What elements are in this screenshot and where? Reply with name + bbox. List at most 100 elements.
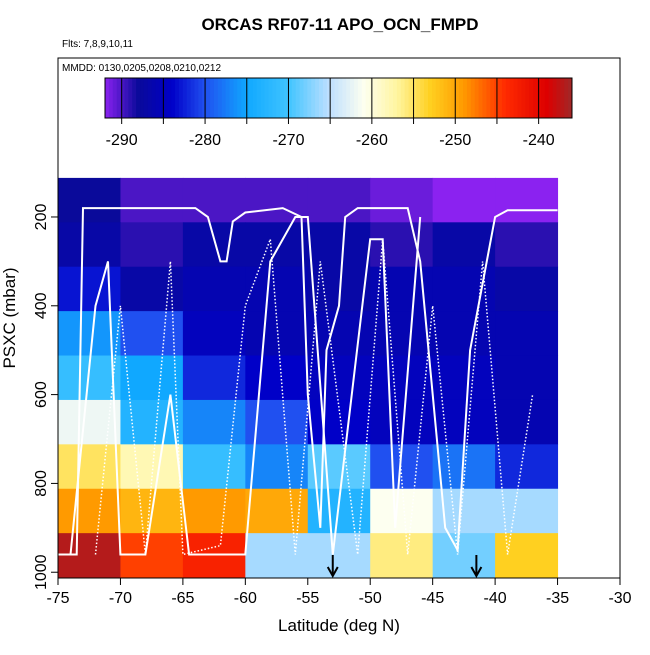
- heatmap-cell: [245, 222, 309, 268]
- colorbar-step: [237, 78, 242, 118]
- x-tick-label: -55: [296, 590, 319, 607]
- flight-track: [94, 238, 534, 556]
- x-axis-label: Latitude (deg N): [278, 616, 400, 635]
- heatmap-cell: [495, 355, 559, 401]
- heatmap-cell: [307, 177, 371, 223]
- colorbar-step: [198, 78, 203, 118]
- colorbar-step: [229, 78, 234, 118]
- colorbar-step: [466, 78, 472, 118]
- colorbar-step: [202, 78, 207, 118]
- heatmap-cell: [245, 444, 309, 490]
- colorbar-step: [284, 78, 289, 118]
- colorbar-step: [505, 78, 511, 118]
- colorbar-step: [287, 78, 293, 118]
- colorbar-step: [517, 78, 522, 118]
- colorbar-step: [182, 78, 188, 118]
- heatmap-cell: [58, 399, 121, 445]
- colorbar-frame: [104, 77, 573, 119]
- colorbar-step: [245, 78, 250, 118]
- heatmap-cell: [370, 222, 434, 268]
- heatmap-cell: [182, 444, 246, 490]
- heatmap-cell: [432, 177, 496, 223]
- colorbar-step: [276, 78, 281, 118]
- colorbar-step: [116, 78, 122, 118]
- heatmap-cell: [245, 311, 309, 357]
- heatmap-cell: [432, 355, 496, 401]
- colorbar-step: [143, 78, 149, 118]
- heatmap-cell: [432, 266, 496, 312]
- colorbar-step: [272, 78, 277, 118]
- colorbar-step: [560, 78, 565, 118]
- colorbar-step: [396, 78, 402, 118]
- heatmap-cell: [120, 444, 184, 490]
- heatmap-cell: [120, 222, 184, 268]
- colorbar-step: [175, 78, 180, 118]
- heatmap-cell: [495, 444, 559, 490]
- colorbar-step: [455, 78, 460, 118]
- heatmap-cell: [58, 266, 121, 312]
- heatmap-cell: [245, 266, 309, 312]
- annotation: MMDD: 0130,0205,0208,0210,0212: [62, 63, 221, 74]
- y-tick-label: 400: [33, 292, 50, 319]
- heatmap-cell: [58, 533, 121, 579]
- colorbar-step: [221, 78, 227, 118]
- colorbar-step: [213, 78, 219, 118]
- colorbar-step: [319, 78, 324, 118]
- heatmap-cell: [432, 222, 496, 268]
- colorbar-step: [252, 78, 258, 118]
- colorbar-step: [167, 78, 172, 118]
- colorbar-step: [210, 78, 215, 118]
- heatmap-cell: [432, 311, 496, 357]
- colorbar-step: [556, 78, 561, 118]
- heatmap: [58, 177, 559, 579]
- colorbar-step: [357, 78, 363, 118]
- colorbar-step: [186, 78, 192, 118]
- flight-track: [69, 216, 422, 556]
- x-tick-label: -75: [46, 590, 69, 607]
- heatmap-cell: [120, 533, 184, 579]
- colorbar-step: [350, 78, 355, 118]
- colorbar-step: [241, 78, 246, 118]
- y-tick-label: 1000: [33, 554, 50, 590]
- colorbar-step: [416, 78, 421, 118]
- heatmap-cell: [182, 488, 246, 534]
- flight-tracks: [58, 207, 558, 556]
- heatmap-cell: [307, 533, 371, 579]
- colorbar-step: [206, 78, 211, 118]
- colorbar-step: [447, 78, 452, 118]
- colorbar-step: [303, 78, 308, 118]
- colorbar-tick-label: -270: [272, 132, 304, 149]
- colorbar-step: [478, 78, 483, 118]
- colorbar-step: [354, 78, 359, 118]
- colorbar-step: [494, 78, 499, 118]
- heatmap-cell: [495, 222, 559, 268]
- heatmap-cell: [495, 177, 559, 223]
- colorbar-step: [105, 78, 110, 118]
- colorbar-step: [525, 78, 530, 118]
- colorbar-step: [443, 78, 448, 118]
- colorbar-step: [326, 78, 332, 118]
- colorbar-step: [392, 78, 398, 118]
- heatmap-cell: [307, 222, 371, 268]
- colorbar-step: [315, 78, 320, 118]
- colorbar-step: [159, 78, 164, 118]
- colorbar: -290 -280 -270 -260 -250 -240: [104, 77, 573, 149]
- colorbar-step: [533, 78, 538, 118]
- colorbar-step: [233, 78, 238, 118]
- heatmap-cell: [370, 533, 434, 579]
- chart-title: ORCAS RF07-11 APO_OCN_FMPD: [201, 15, 478, 34]
- colorbar-step: [311, 78, 316, 118]
- heatmap-cell: [58, 177, 121, 223]
- colorbar-step: [307, 78, 312, 118]
- colorbar-step: [544, 78, 550, 118]
- x-tick-label: -40: [484, 590, 507, 607]
- x-tick-label: -65: [171, 590, 194, 607]
- colorbar-tick-label: -260: [356, 132, 388, 149]
- colorbar-step: [529, 78, 534, 118]
- colorbar-step: [568, 78, 573, 118]
- x-tick-label: -70: [109, 590, 132, 607]
- colorbar-tick-label: -290: [106, 132, 138, 149]
- colorbar-step: [435, 78, 441, 118]
- colorbar-step: [365, 78, 371, 118]
- colorbar-step: [268, 78, 273, 118]
